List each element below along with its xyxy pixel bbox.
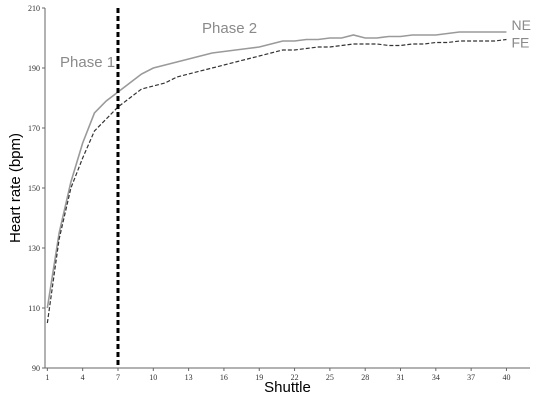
y-tick-label: 130 bbox=[28, 244, 40, 253]
y-tick-label: 110 bbox=[28, 304, 40, 313]
x-axis-title: Shuttle bbox=[264, 379, 311, 396]
x-tick-label: 19 bbox=[255, 373, 263, 382]
y-axis-title: Heart rate (bpm) bbox=[7, 133, 24, 243]
x-tick-label: 4 bbox=[81, 373, 85, 382]
x-ticks: 1 4 7 10 13 16 19 22 25 28 31 34 37 40 bbox=[45, 368, 510, 382]
y-tick-label: 210 bbox=[28, 4, 40, 13]
x-tick-label: 10 bbox=[149, 373, 157, 382]
x-tick-label: 22 bbox=[291, 373, 299, 382]
series-line-ne bbox=[46, 31, 507, 309]
phase-1-label: Phase 1 bbox=[60, 54, 115, 71]
y-tick-label: 170 bbox=[28, 124, 40, 133]
x-tick-label: 7 bbox=[116, 373, 120, 382]
series-label-ne: NE bbox=[511, 17, 530, 33]
x-tick-label: 37 bbox=[467, 373, 475, 382]
x-tick-label: 25 bbox=[326, 373, 334, 382]
x-tick-label: 28 bbox=[361, 373, 369, 382]
x-tick-label: 1 bbox=[45, 373, 49, 382]
y-tick-label: 90 bbox=[32, 364, 40, 373]
y-tick-label: 150 bbox=[28, 184, 40, 193]
y-ticks: 90 110 130 150 170 190 210 bbox=[28, 4, 45, 373]
y-tick-label: 190 bbox=[28, 64, 40, 73]
x-tick-label: 34 bbox=[432, 373, 440, 382]
x-tick-label: 31 bbox=[397, 373, 405, 382]
x-tick-label: 16 bbox=[220, 373, 228, 382]
x-tick-label: 13 bbox=[185, 373, 193, 382]
phase-2-label: Phase 2 bbox=[202, 20, 257, 37]
series-label-fe: FE bbox=[511, 35, 529, 51]
x-tick-label: 40 bbox=[502, 373, 510, 382]
series-line-fe bbox=[46, 38, 507, 324]
series-layer bbox=[46, 31, 507, 324]
